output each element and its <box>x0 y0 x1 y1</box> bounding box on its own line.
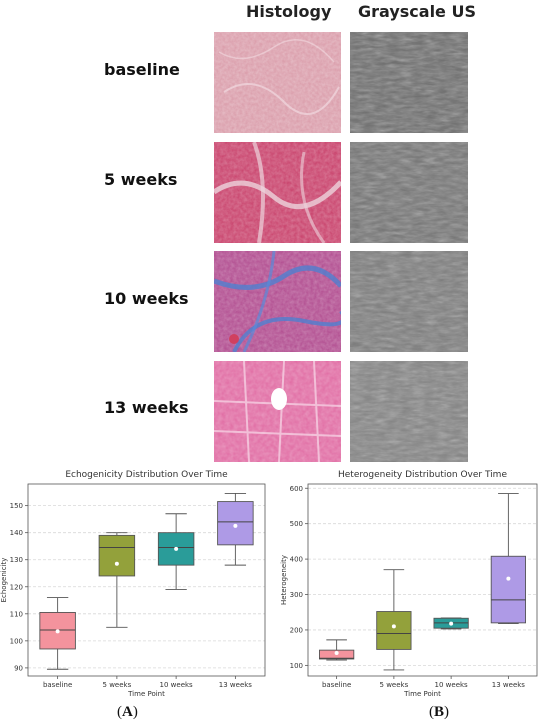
chart1-ytick-label-0: 90 <box>14 664 23 672</box>
chart1-ytick-label-6: 150 <box>10 502 23 510</box>
row-label-baseline: baseline <box>104 60 180 79</box>
chart1-xlabel: Time Point <box>127 690 165 698</box>
chart2-xtick-label-2: 10 weeks <box>435 681 469 689</box>
panel-label-b: (B) <box>429 704 449 721</box>
ultrasound-image-13-weeks <box>350 361 468 462</box>
panel-label-b-open: ( <box>429 704 434 720</box>
chart2-xtick-label-0: baseline <box>322 681 351 689</box>
histology-image-5-weeks <box>214 142 341 243</box>
chart2-ytick-label-0: 100 <box>290 662 303 670</box>
chart1-box-3 <box>217 501 254 546</box>
ultrasound-image-5-weeks <box>350 142 468 243</box>
chart1-ytick-label-4: 130 <box>10 556 23 564</box>
chart1-xtick-label-2: 10 weeks <box>160 681 194 689</box>
panel-label-b-close: ) <box>444 704 450 720</box>
histology-image-10-weeks <box>214 251 341 352</box>
chart1-mean-marker-3 <box>233 523 238 528</box>
chart2-ytick-label-5: 600 <box>290 485 303 493</box>
chart2-ylabel: Heterogeneity <box>280 555 288 605</box>
chart1-frame <box>27 483 266 677</box>
chart2-mean-marker-1 <box>391 624 396 629</box>
chart2-box-3 <box>490 555 527 624</box>
panel-label-b-letter: B <box>434 704 445 720</box>
column-header-grayscale-us: Grayscale US <box>358 2 476 21</box>
histology-image-baseline <box>214 32 341 133</box>
chart2-ytick-label-2: 300 <box>290 591 303 599</box>
chart2-xtick-label-3: 13 weeks <box>492 681 526 689</box>
chart1-ytick-label-1: 100 <box>10 637 23 645</box>
chart2-ytick-label-1: 200 <box>290 626 303 634</box>
panel-label-a-close: ) <box>132 704 138 720</box>
chart2-xlabel: Time Point <box>403 690 441 698</box>
chart2-ytick-label-4: 500 <box>290 520 303 528</box>
chart1-xtick-label-1: 5 weeks <box>103 681 132 689</box>
panel-label-a-open: ( <box>117 704 122 720</box>
ultrasound-image-baseline <box>350 32 468 133</box>
chart2-frame <box>307 483 538 677</box>
chart1-ytick-label-3: 120 <box>10 583 23 591</box>
chart2-xtick-label-1: 5 weeks <box>380 681 409 689</box>
histology-image-13-weeks <box>214 361 341 462</box>
chart2-mean-marker-3 <box>506 576 511 581</box>
box-plot-charts: 90 100 110 120 130 140 150 baseline 5 weeks 10 we… <box>0 470 538 698</box>
panel-label-a: (A) <box>117 704 138 721</box>
panel-label-a-letter: A <box>122 704 133 720</box>
chart2-mean-marker-2 <box>449 621 454 626</box>
chart1-mean-marker-1 <box>114 561 119 566</box>
chart1-ytick-label-5: 140 <box>10 529 23 537</box>
chart1-ytick-label-2: 110 <box>10 610 23 618</box>
row-label-10-weeks: 10 weeks <box>104 289 189 308</box>
chart2-mean-marker-0 <box>334 650 339 655</box>
row-label-5-weeks: 5 weeks <box>104 170 178 189</box>
chart1-xtick-label-3: 13 weeks <box>219 681 253 689</box>
chart1-box-1 <box>98 534 136 577</box>
chart1-xtick-label-0: baseline <box>43 681 72 689</box>
chart2-box-1 <box>376 611 412 650</box>
chart1-mean-marker-0 <box>55 629 60 634</box>
chart1-title: Echogenicity Distribution Over Time <box>65 470 228 480</box>
chart2-ytick-label-3: 400 <box>290 556 303 564</box>
ultrasound-image-10-weeks <box>350 251 468 352</box>
row-label-13-weeks: 13 weeks <box>104 398 189 417</box>
chart2-title: Heterogeneity Distribution Over Time <box>338 470 507 480</box>
chart1-ylabel: Echogenicity <box>0 558 8 603</box>
chart1-mean-marker-2 <box>174 546 179 551</box>
column-header-histology: Histology <box>246 2 332 21</box>
